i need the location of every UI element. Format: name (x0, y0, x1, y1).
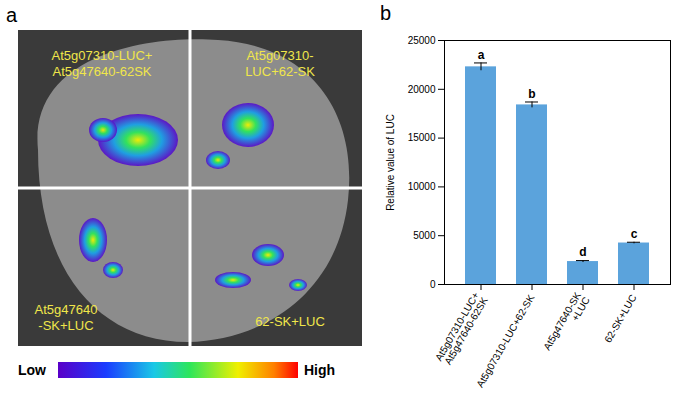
svg-text:At5g07310-LUC+62-SK: At5g07310-LUC+62-SK (245, 48, 315, 79)
svg-text:a: a (478, 48, 485, 62)
svg-text:d: d (579, 245, 586, 259)
svg-text:10000: 10000 (408, 181, 436, 192)
svg-text:High: High (304, 362, 335, 378)
svg-text:5000: 5000 (413, 230, 436, 241)
svg-text:At5g07310-LUC+62-SK: At5g07310-LUC+62-SK (474, 292, 536, 389)
svg-text:62-SK+LUC: 62-SK+LUC (602, 293, 638, 345)
svg-text:15000: 15000 (408, 132, 436, 143)
svg-text:0: 0 (430, 279, 436, 290)
svg-text:c: c (631, 227, 638, 241)
svg-text:At5g47640-SK+LUC: At5g47640-SK+LUC (541, 290, 592, 357)
html-text:b: b (380, 2, 392, 24)
svg-text:Low: Low (18, 362, 46, 378)
svg-text:a: a (6, 4, 18, 26)
svg-text:b: b (528, 87, 535, 101)
svg-text:25000: 25000 (408, 35, 436, 46)
svg-text:62-SK+LUC: 62-SK+LUC (255, 314, 325, 329)
svg-text:20000: 20000 (408, 84, 436, 95)
svg-text:Relative value of LUC: Relative value of LUC (385, 114, 396, 211)
svg-text:At5g07310-LUC+At5g47640-62SK: At5g07310-LUC+At5g47640-62SK (52, 48, 153, 79)
svg-text:At5g07310-LUC+At5g47640-62SK: At5g07310-LUC+At5g47640-62SK (433, 290, 490, 368)
svg-text:At5g47640-SK+LUC: At5g47640-SK+LUC (35, 302, 98, 333)
